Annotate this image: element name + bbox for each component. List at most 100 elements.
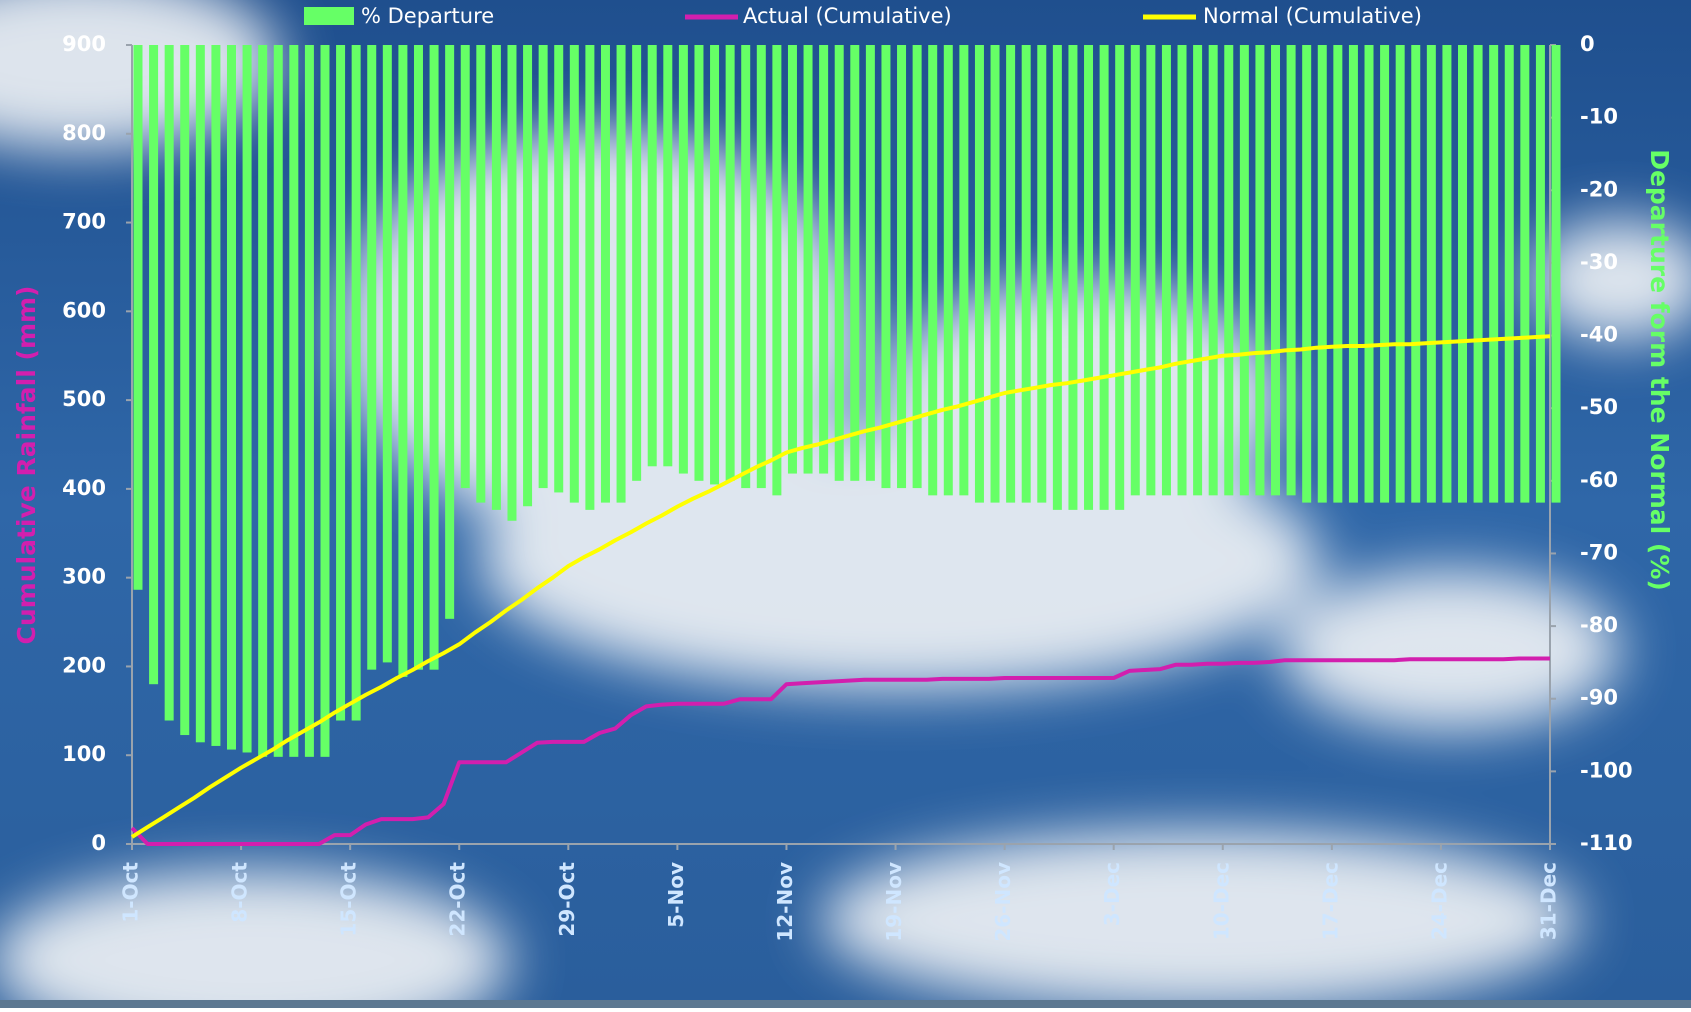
x-tick-label: 17-Dec: [1318, 862, 1342, 940]
bar: [569, 45, 579, 503]
y2-tick-label: 0: [1580, 32, 1595, 56]
legend-label: Actual (Cumulative): [743, 4, 952, 28]
bar: [398, 45, 408, 677]
bar: [195, 45, 205, 743]
x-tick-label: 22-Oct: [446, 862, 470, 937]
y2-tick-label: -30: [1580, 250, 1618, 274]
line: [130, 334, 1551, 839]
x-tick-label: 12-Nov: [773, 862, 797, 942]
bar: [1535, 45, 1545, 503]
bar: [694, 45, 704, 481]
bar: [258, 45, 268, 757]
bar: [133, 45, 143, 590]
bar: [1380, 45, 1390, 503]
bar: [1052, 45, 1062, 510]
bar: [164, 45, 174, 721]
line: [130, 656, 1550, 846]
y2-axis-title: Departure form the Normal (%): [1645, 149, 1674, 591]
y2-tick-label: -90: [1580, 686, 1618, 710]
bar: [865, 45, 875, 481]
bar: [476, 45, 486, 503]
bar: [1021, 45, 1031, 503]
bar: [320, 45, 330, 757]
bar: [382, 45, 392, 663]
bar: [1442, 45, 1452, 503]
bar: [1037, 45, 1047, 503]
bar: [1520, 45, 1530, 503]
bar: [632, 45, 642, 481]
bar: [787, 45, 797, 474]
bar: [429, 45, 439, 670]
bar: [881, 45, 891, 489]
bar: [756, 45, 766, 489]
bar: [990, 45, 1000, 503]
bar: [912, 45, 922, 489]
bar: [1333, 45, 1343, 503]
bar: [1504, 45, 1514, 503]
bar: [1068, 45, 1078, 510]
bar: [1239, 45, 1249, 496]
y2-tick-label: -40: [1580, 323, 1618, 347]
bar: [1224, 45, 1234, 496]
x-tick-label: 5-Nov: [664, 862, 688, 928]
bar: [351, 45, 361, 721]
bar: [1161, 45, 1171, 496]
bar: [507, 45, 517, 521]
y-tick-label: 900: [62, 32, 106, 56]
x-tick-label: 15-Oct: [337, 862, 361, 937]
bar: [523, 45, 533, 507]
bar: [741, 45, 751, 489]
bar: [803, 45, 813, 474]
x-tick-label: 1-Oct: [119, 862, 143, 923]
bar: [1473, 45, 1483, 503]
bar: [336, 45, 346, 721]
bar: [1302, 45, 1312, 503]
bar: [928, 45, 938, 496]
bar: [226, 45, 236, 750]
y-tick-label: 500: [62, 387, 106, 411]
bar: [819, 45, 829, 474]
bar: [538, 45, 548, 489]
x-tick-label: 29-Oct: [555, 862, 579, 937]
y2-tick-label: -50: [1580, 395, 1618, 419]
bar: [897, 45, 907, 489]
bar: [943, 45, 953, 496]
bar: [772, 45, 782, 496]
bar: [1099, 45, 1109, 510]
bar: [554, 45, 564, 493]
bar: [180, 45, 190, 736]
bar: [834, 45, 844, 481]
bar: [1130, 45, 1140, 496]
bar: [974, 45, 984, 503]
bar: [242, 45, 252, 753]
y-tick-label: 200: [62, 653, 106, 677]
x-tick-label: 26-Nov: [991, 862, 1015, 942]
y-tick-label: 300: [62, 565, 106, 589]
bar: [1364, 45, 1374, 503]
y-tick-label: 800: [62, 121, 106, 145]
bar: [616, 45, 626, 503]
legend-swatch: [304, 7, 354, 25]
bar: [678, 45, 688, 474]
bar: [1208, 45, 1218, 496]
bar: [460, 45, 470, 489]
x-tick-label: 31-Dec: [1537, 862, 1561, 940]
bar: [1255, 45, 1265, 496]
bar: [1006, 45, 1016, 503]
y2-tick-label: -110: [1580, 831, 1633, 855]
bar: [413, 45, 423, 670]
bar: [289, 45, 299, 757]
bar: [663, 45, 673, 467]
bar: [1426, 45, 1436, 503]
bar: [445, 45, 455, 619]
bar: [1411, 45, 1421, 503]
bar: [273, 45, 283, 757]
y-tick-label: 600: [62, 298, 106, 322]
bar: [491, 45, 501, 510]
legend-label: % Departure: [361, 4, 494, 28]
bar: [1271, 45, 1281, 496]
x-tick-label: 3-Dec: [1100, 862, 1124, 926]
x-tick-label: 19-Nov: [882, 862, 906, 942]
y-tick-label: 400: [62, 476, 106, 500]
